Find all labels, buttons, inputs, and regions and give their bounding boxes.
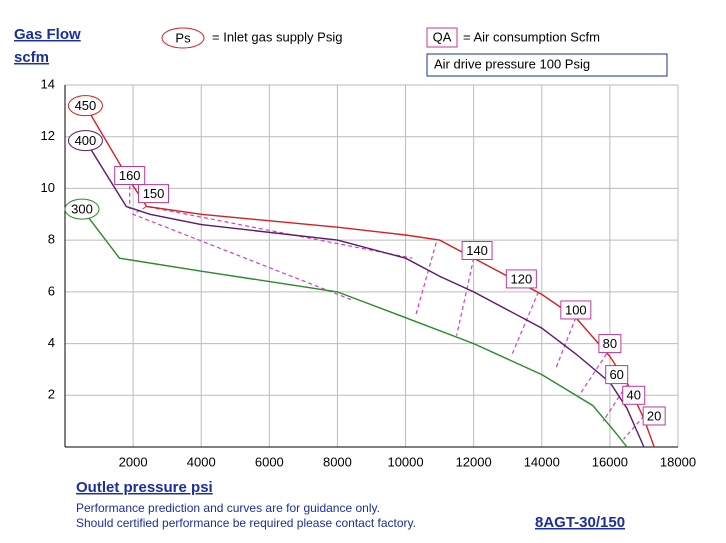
qa-label: 120 [510,271,532,286]
model: 8AGT-30/150 [535,514,625,531]
y-tick-label: 6 [48,283,55,298]
qa-box [505,269,537,289]
y-tick-label: 4 [48,335,55,350]
series-label-ellipse [67,95,103,117]
series-label-ellipse [67,130,103,152]
legend-symbol: Ps [175,30,191,45]
x-tick-label: 2000 [119,454,148,469]
legend-symbol: QA [433,29,452,44]
x-tick-label: 14000 [524,454,560,469]
note: Should certified performance be required… [76,516,416,530]
qa-box [622,385,646,405]
series-label: 400 [75,133,97,148]
y-tick-label: 14 [41,76,55,91]
y-tick-label: 2 [48,387,55,402]
legend-ellipse [161,27,205,49]
x-tick-label: 10000 [387,454,423,469]
x-tick-label: 16000 [592,454,628,469]
series-label-ellipse [64,198,100,220]
qa-label: 60 [609,367,623,382]
qa-box [598,334,622,354]
legend-text: = Air consumption Scfm [463,29,600,44]
x-label: Outlet pressure psi [76,479,213,496]
qa-line [578,353,608,396]
qa-box [605,365,629,385]
qa-line [456,258,475,336]
qa-line [510,291,539,357]
x-tick-label: 4000 [187,454,216,469]
series-label: 450 [75,98,97,113]
qa-line [623,415,645,440]
legend-box [426,27,458,48]
y-tick-label: 8 [48,232,55,247]
qa-label: 140 [466,243,488,258]
legend-text: = Inlet gas supply Psig [212,29,342,44]
qa-line [554,317,577,370]
qa-label: 150 [143,186,165,201]
qa-label: 40 [626,388,640,403]
x-tick-label: 6000 [255,454,284,469]
air-drive-box [426,53,668,77]
series-label: 300 [71,202,93,217]
y-label: scfm [14,49,49,66]
note: Performance prediction and curves are fo… [76,501,380,515]
qa-box [114,166,146,185]
qa-box [138,184,170,204]
qa-label: 80 [603,336,617,351]
series-line [81,208,628,448]
qa-box [560,300,592,320]
qa-box [461,240,493,260]
qa-label: 160 [119,168,141,183]
qa-label: 20 [647,408,661,423]
air-drive: Air drive pressure 100 Psig [434,56,590,71]
y-tick-label: 12 [41,128,55,143]
qa-line [415,242,437,316]
x-tick-label: 8000 [323,454,352,469]
qa-label: 100 [565,302,587,317]
y-tick-label: 10 [41,180,55,195]
y-label: Gas Flow [14,26,81,43]
qa-box [642,406,666,426]
x-tick-label: 12000 [456,454,492,469]
x-tick-label: 18000 [660,454,696,469]
